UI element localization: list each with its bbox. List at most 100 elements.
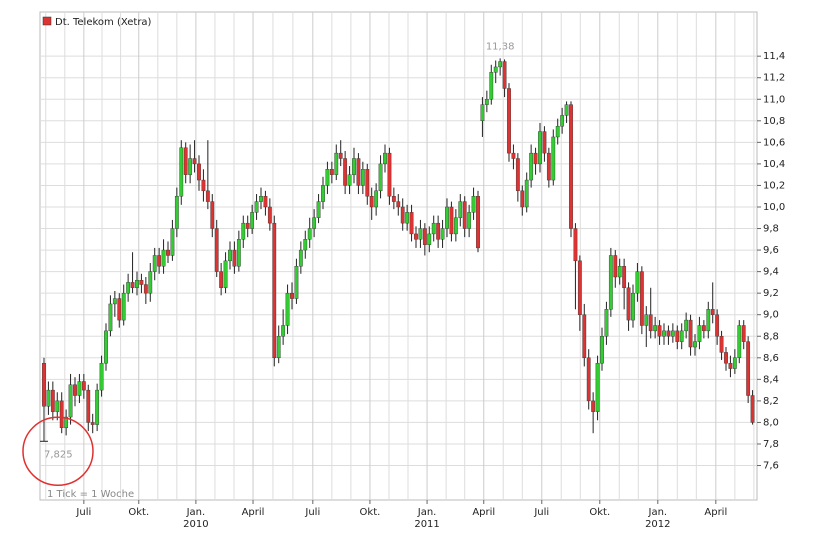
y-tick-label: 10,6 [763,137,785,148]
candle-body [741,325,746,342]
candles [42,58,755,442]
candle-body [719,336,724,353]
candle-body [732,357,737,369]
candle-body [369,196,374,208]
candle-body [223,260,228,288]
candle-body [480,104,485,122]
y-tick-label: 8,0 [763,417,779,428]
candle-body [564,104,569,116]
y-tick-label: 10,4 [763,159,785,170]
year-label: 2010 [183,519,208,530]
x-tick-label: Juli [304,507,320,518]
legend-label: Dt. Telekom (Xetra) [55,17,152,28]
x-tick-label: Juli [75,507,91,518]
candle-body [214,228,219,272]
candle-body [285,292,290,326]
candle-body [400,206,405,224]
candle-body [104,330,108,364]
candle-body [42,362,46,407]
candle-body [724,352,728,364]
candle-body [143,284,148,294]
candle-body [391,196,396,202]
candle-body [347,174,352,186]
candle-body [59,400,64,429]
candle-body [639,271,644,326]
candle-body [520,190,525,208]
candle-body [161,249,166,267]
year-label: 2011 [414,519,439,530]
candle-body [312,217,317,229]
candle-body [462,201,467,229]
candle-body [670,330,675,337]
candle-body [236,239,241,267]
candle-body [710,309,715,315]
candle-body [569,104,573,229]
candle-body [493,66,498,73]
candle-body [232,249,237,267]
candle-body [737,325,742,359]
candle-body [445,206,449,229]
candle-body [365,169,370,197]
candle-body [533,152,538,165]
candle-body [117,298,122,321]
candle-body [666,330,671,337]
footnote: 1 Tick = 1 Woche [47,489,134,500]
candle-body [321,185,325,202]
y-tick-label: 9,6 [763,245,779,256]
candle-body [263,196,268,208]
candle-body [577,260,582,315]
candle-body [81,381,86,391]
candle-body [467,212,472,229]
candle-body [352,158,356,175]
candle-body [241,222,246,240]
candle-body [108,303,113,332]
candle-body [197,163,201,181]
candle-body [409,212,414,235]
candle-body [484,99,489,105]
candle-body [298,249,303,267]
candle-body [303,239,308,251]
min-label: 7,825 [44,449,73,460]
candle-body [679,330,684,342]
candle-body [148,271,153,294]
y-tick-label: 8,6 [763,353,779,364]
candle-body [112,298,117,305]
candle-body [228,249,232,262]
candle-body [188,158,193,175]
candle-body [201,179,206,192]
max-label: 11,38 [486,41,515,52]
candle-body [179,147,184,197]
candle-body [631,292,635,321]
candle-body [436,222,441,240]
y-tick-label: 8,2 [763,396,779,407]
candle-body [502,61,507,89]
candle-body [55,400,60,412]
candle-body [95,389,100,425]
candle-body [453,217,458,235]
candle-body [440,228,445,240]
candle-body [644,314,649,326]
candle-body [64,416,69,429]
candle-body [613,255,618,278]
candle-body [50,389,55,412]
candle-body [653,325,658,332]
candle-body [378,163,383,192]
y-tick-label: 9,4 [763,267,779,278]
candle-body [46,389,51,407]
candle-body [524,179,529,208]
x-tick-label: Okt. [128,507,149,518]
candle-body [542,131,547,154]
candle-body [693,341,697,348]
candle-body [626,287,631,321]
candle-body [329,169,334,175]
candle-body [250,212,255,229]
candle-body [489,72,494,100]
candle-body [73,384,77,396]
candle-body [338,152,343,159]
y-tick-label: 11,2 [763,73,785,84]
candle-body [560,115,565,127]
candle-body [622,266,627,288]
y-tick-label: 10,2 [763,180,785,191]
candle-body [183,147,188,175]
y-tick-label: 11,0 [763,94,785,105]
